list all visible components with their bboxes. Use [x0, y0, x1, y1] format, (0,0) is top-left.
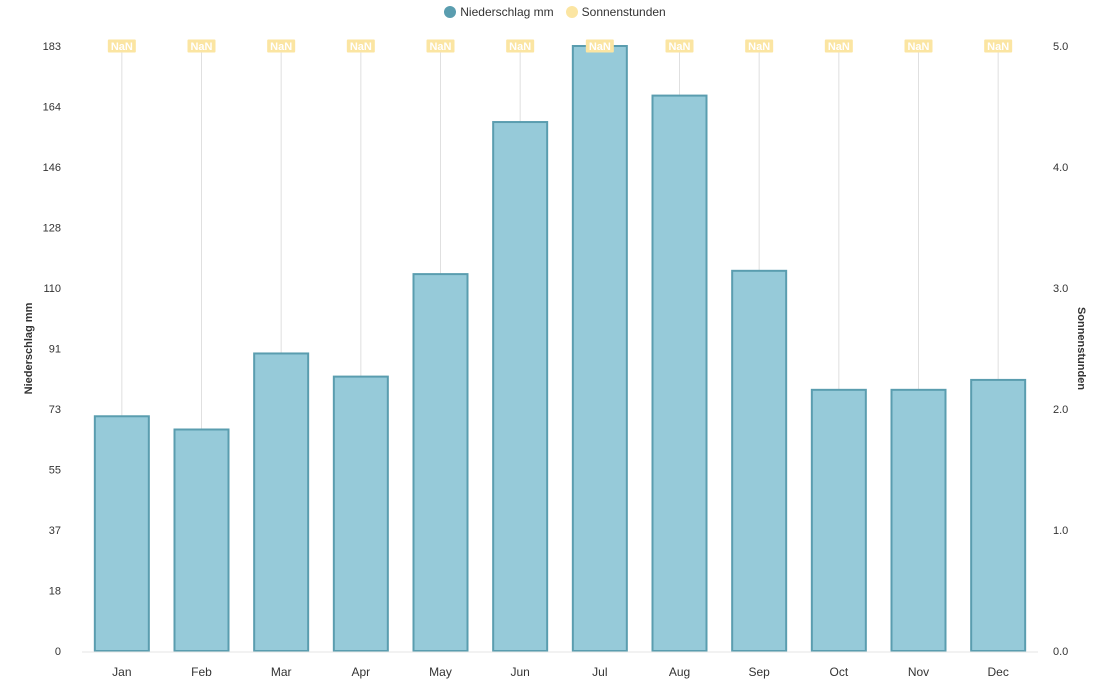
x-tick-label: Jun	[510, 665, 529, 679]
nan-label-box	[187, 39, 216, 53]
nan-label: NaN	[748, 41, 770, 53]
x-tick-label: Oct	[829, 665, 848, 679]
y-right-axis-label: Sonnenstunden	[1075, 307, 1087, 390]
nan-label-box	[267, 39, 296, 53]
nan-label: NaN	[270, 41, 292, 53]
nan-label: NaN	[509, 41, 531, 53]
nan-label: NaN	[429, 41, 451, 53]
nan-label-box	[904, 39, 933, 53]
y-left-tick-label: 164	[43, 102, 61, 114]
y-right-tick-label: 3.0	[1053, 283, 1068, 295]
y-left-tick-label: 91	[49, 344, 61, 356]
bar	[332, 375, 389, 652]
nan-label-box	[346, 39, 375, 53]
nan-label-box	[824, 39, 853, 53]
x-ticks: Jan Feb Mar Apr May Jun Jul Aug Sep Oct Nov Dec	[112, 665, 1009, 679]
y-left-ticks: 0 18 37 55 73 91 110 128 146 164 183	[43, 41, 61, 658]
bar	[253, 352, 310, 652]
y-left-tick-label: 183	[43, 41, 61, 53]
y-left-tick-label: 55	[49, 465, 61, 477]
nan-label-box	[506, 39, 535, 53]
y-right-tick-label: 5.0	[1053, 41, 1068, 53]
y-right-tick-label: 2.0	[1053, 404, 1068, 416]
y-right-ticks: 0.0 1.0 2.0 3.0 4.0 5.0	[1053, 41, 1068, 658]
x-tick-label: Jul	[592, 665, 607, 679]
nan-label: NaN	[111, 41, 133, 53]
y-left-tick-label: 0	[55, 646, 61, 658]
bar	[173, 428, 230, 652]
x-tick-label: Nov	[908, 665, 929, 679]
nan-label-box	[107, 39, 136, 53]
bar	[492, 121, 549, 652]
nan-label: NaN	[668, 41, 690, 53]
legend-swatch-sonnenstunden	[565, 6, 578, 18]
y-left-tick-label: 110	[43, 283, 61, 295]
y-right-tick-label: 1.0	[1053, 525, 1068, 537]
y-right-tick-label: 4.0	[1053, 162, 1068, 174]
x-tick-label: Dec	[987, 665, 1008, 679]
bar	[571, 45, 628, 652]
x-tick-label: Aug	[669, 665, 690, 679]
nan-label-box	[585, 39, 614, 53]
nan-labels: NaN NaN NaN NaN NaN NaN NaN NaN NaN NaN NaN NaN	[107, 39, 1013, 53]
bar	[93, 415, 150, 652]
nan-label: NaN	[828, 41, 850, 53]
nan-label-box	[426, 39, 455, 53]
y-left-tick-label: 18	[49, 586, 61, 598]
y-left-axis-label: Niederschlag mm	[23, 302, 35, 394]
nan-label-box	[665, 39, 694, 53]
y-right-tick-label: 0.0	[1053, 646, 1068, 658]
y-left-tick-label: 146	[43, 162, 61, 174]
nan-label: NaN	[589, 41, 611, 53]
bar	[810, 388, 867, 652]
bar	[651, 94, 708, 653]
legend-label-niederschlag: Niederschlag mm	[460, 5, 554, 19]
x-tick-label: Sep	[748, 665, 770, 679]
y-left-tick-label: 73	[49, 404, 61, 416]
nan-label-box	[984, 39, 1013, 53]
legend-label-sonnenstunden: Sonnenstunden	[581, 5, 666, 19]
legend-item-niederschlag[interactable]: Niederschlag mm	[444, 5, 554, 19]
bar	[970, 378, 1027, 652]
x-tick-label: Jan	[112, 665, 131, 679]
x-tick-label: Mar	[271, 665, 292, 679]
nan-label: NaN	[190, 41, 212, 53]
nan-label: NaN	[350, 41, 372, 53]
x-tick-label: Apr	[351, 665, 370, 679]
bar	[412, 273, 469, 652]
y-left-tick-label: 37	[49, 525, 61, 537]
bars	[93, 45, 1027, 653]
bar	[890, 388, 947, 652]
x-tick-label: May	[429, 665, 452, 679]
legend: Niederschlag mm Sonnenstunden	[0, 5, 1110, 19]
legend-swatch-niederschlag	[444, 6, 457, 18]
y-left-tick-label: 128	[43, 223, 61, 235]
bar	[731, 269, 788, 652]
nan-label: NaN	[907, 41, 929, 53]
nan-label: NaN	[987, 41, 1009, 53]
nan-label-box	[745, 39, 774, 53]
legend-item-sonnenstunden[interactable]: Sonnenstunden	[565, 5, 666, 19]
x-tick-label: Feb	[191, 665, 212, 679]
